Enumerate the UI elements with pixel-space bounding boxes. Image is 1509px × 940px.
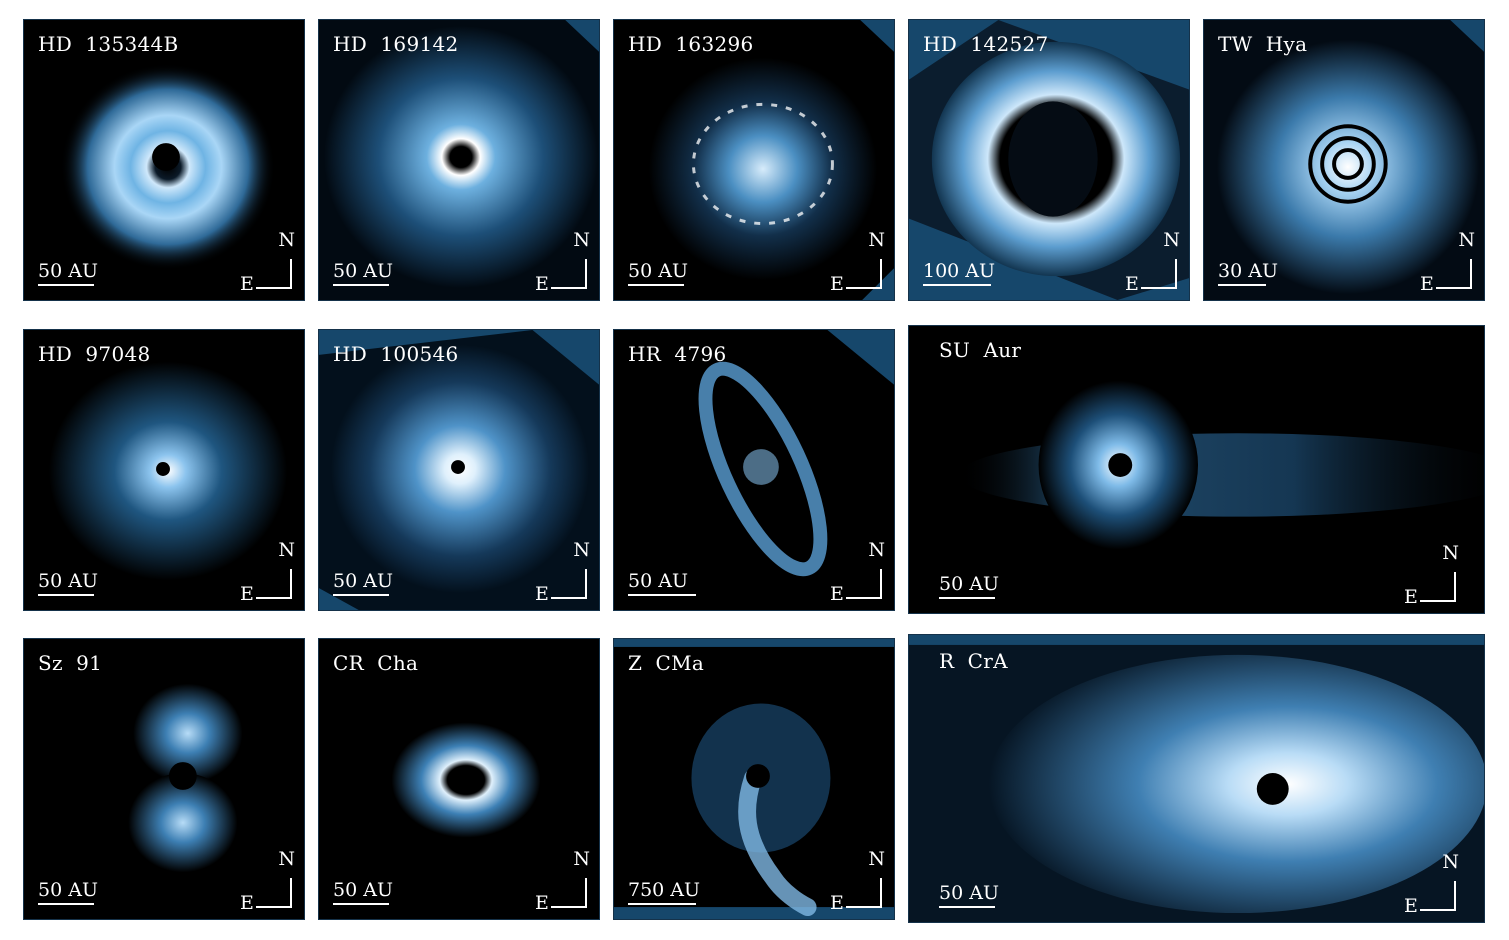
scale-bar: 50 AU	[333, 879, 393, 905]
scale-bar: 50 AU	[628, 260, 688, 286]
disk-image-sz91	[128, 683, 243, 873]
disk-image-suaur	[958, 380, 1484, 550]
scale-bar: 30 AU	[1218, 260, 1278, 286]
scale-bar: 50 AU	[333, 570, 393, 596]
scale-bar: 50 AU	[38, 260, 98, 286]
object-label: TW Hya	[1218, 32, 1308, 56]
scale-bar: 50 AU	[333, 260, 393, 286]
disk-image-hd135344b	[60, 63, 276, 271]
disk-image-hr4796	[614, 330, 894, 610]
object-label: R CrA	[939, 649, 1008, 673]
disk-image-zcma	[614, 646, 894, 917]
object-label: HD 97048	[38, 342, 151, 366]
disk-image-hd97048	[48, 361, 288, 581]
disk-image-hd100546	[319, 330, 599, 610]
object-label: HR 4796	[628, 342, 727, 366]
object-label: HD 135344B	[38, 32, 179, 56]
scale-bar: 50 AU	[939, 882, 999, 908]
disk-image-hd142527	[909, 20, 1189, 300]
scale-bar: 50 AU	[38, 879, 98, 905]
disk-image-hd163296	[614, 20, 894, 300]
disk-image-crcha	[391, 722, 541, 838]
scale-bar: 50 AU	[628, 570, 696, 596]
scale-bar: 750 AU	[628, 879, 700, 905]
scale-bar: 100 AU	[923, 260, 995, 286]
disk-image-hd169142	[319, 20, 599, 300]
disk-image-twhya	[1204, 20, 1484, 300]
scale-bar: 50 AU	[939, 573, 999, 599]
object-label: SU Aur	[939, 338, 1022, 362]
object-label: HD 100546	[333, 342, 459, 366]
object-label: Z CMa	[628, 651, 705, 675]
object-label: CR Cha	[333, 651, 419, 675]
scale-bar: 50 AU	[38, 570, 98, 596]
object-label: HD 142527	[923, 32, 1049, 56]
object-label: HD 169142	[333, 32, 459, 56]
object-label: Sz 91	[38, 651, 103, 675]
object-label: HD 163296	[628, 32, 754, 56]
disk-image-rcra	[909, 644, 1484, 922]
